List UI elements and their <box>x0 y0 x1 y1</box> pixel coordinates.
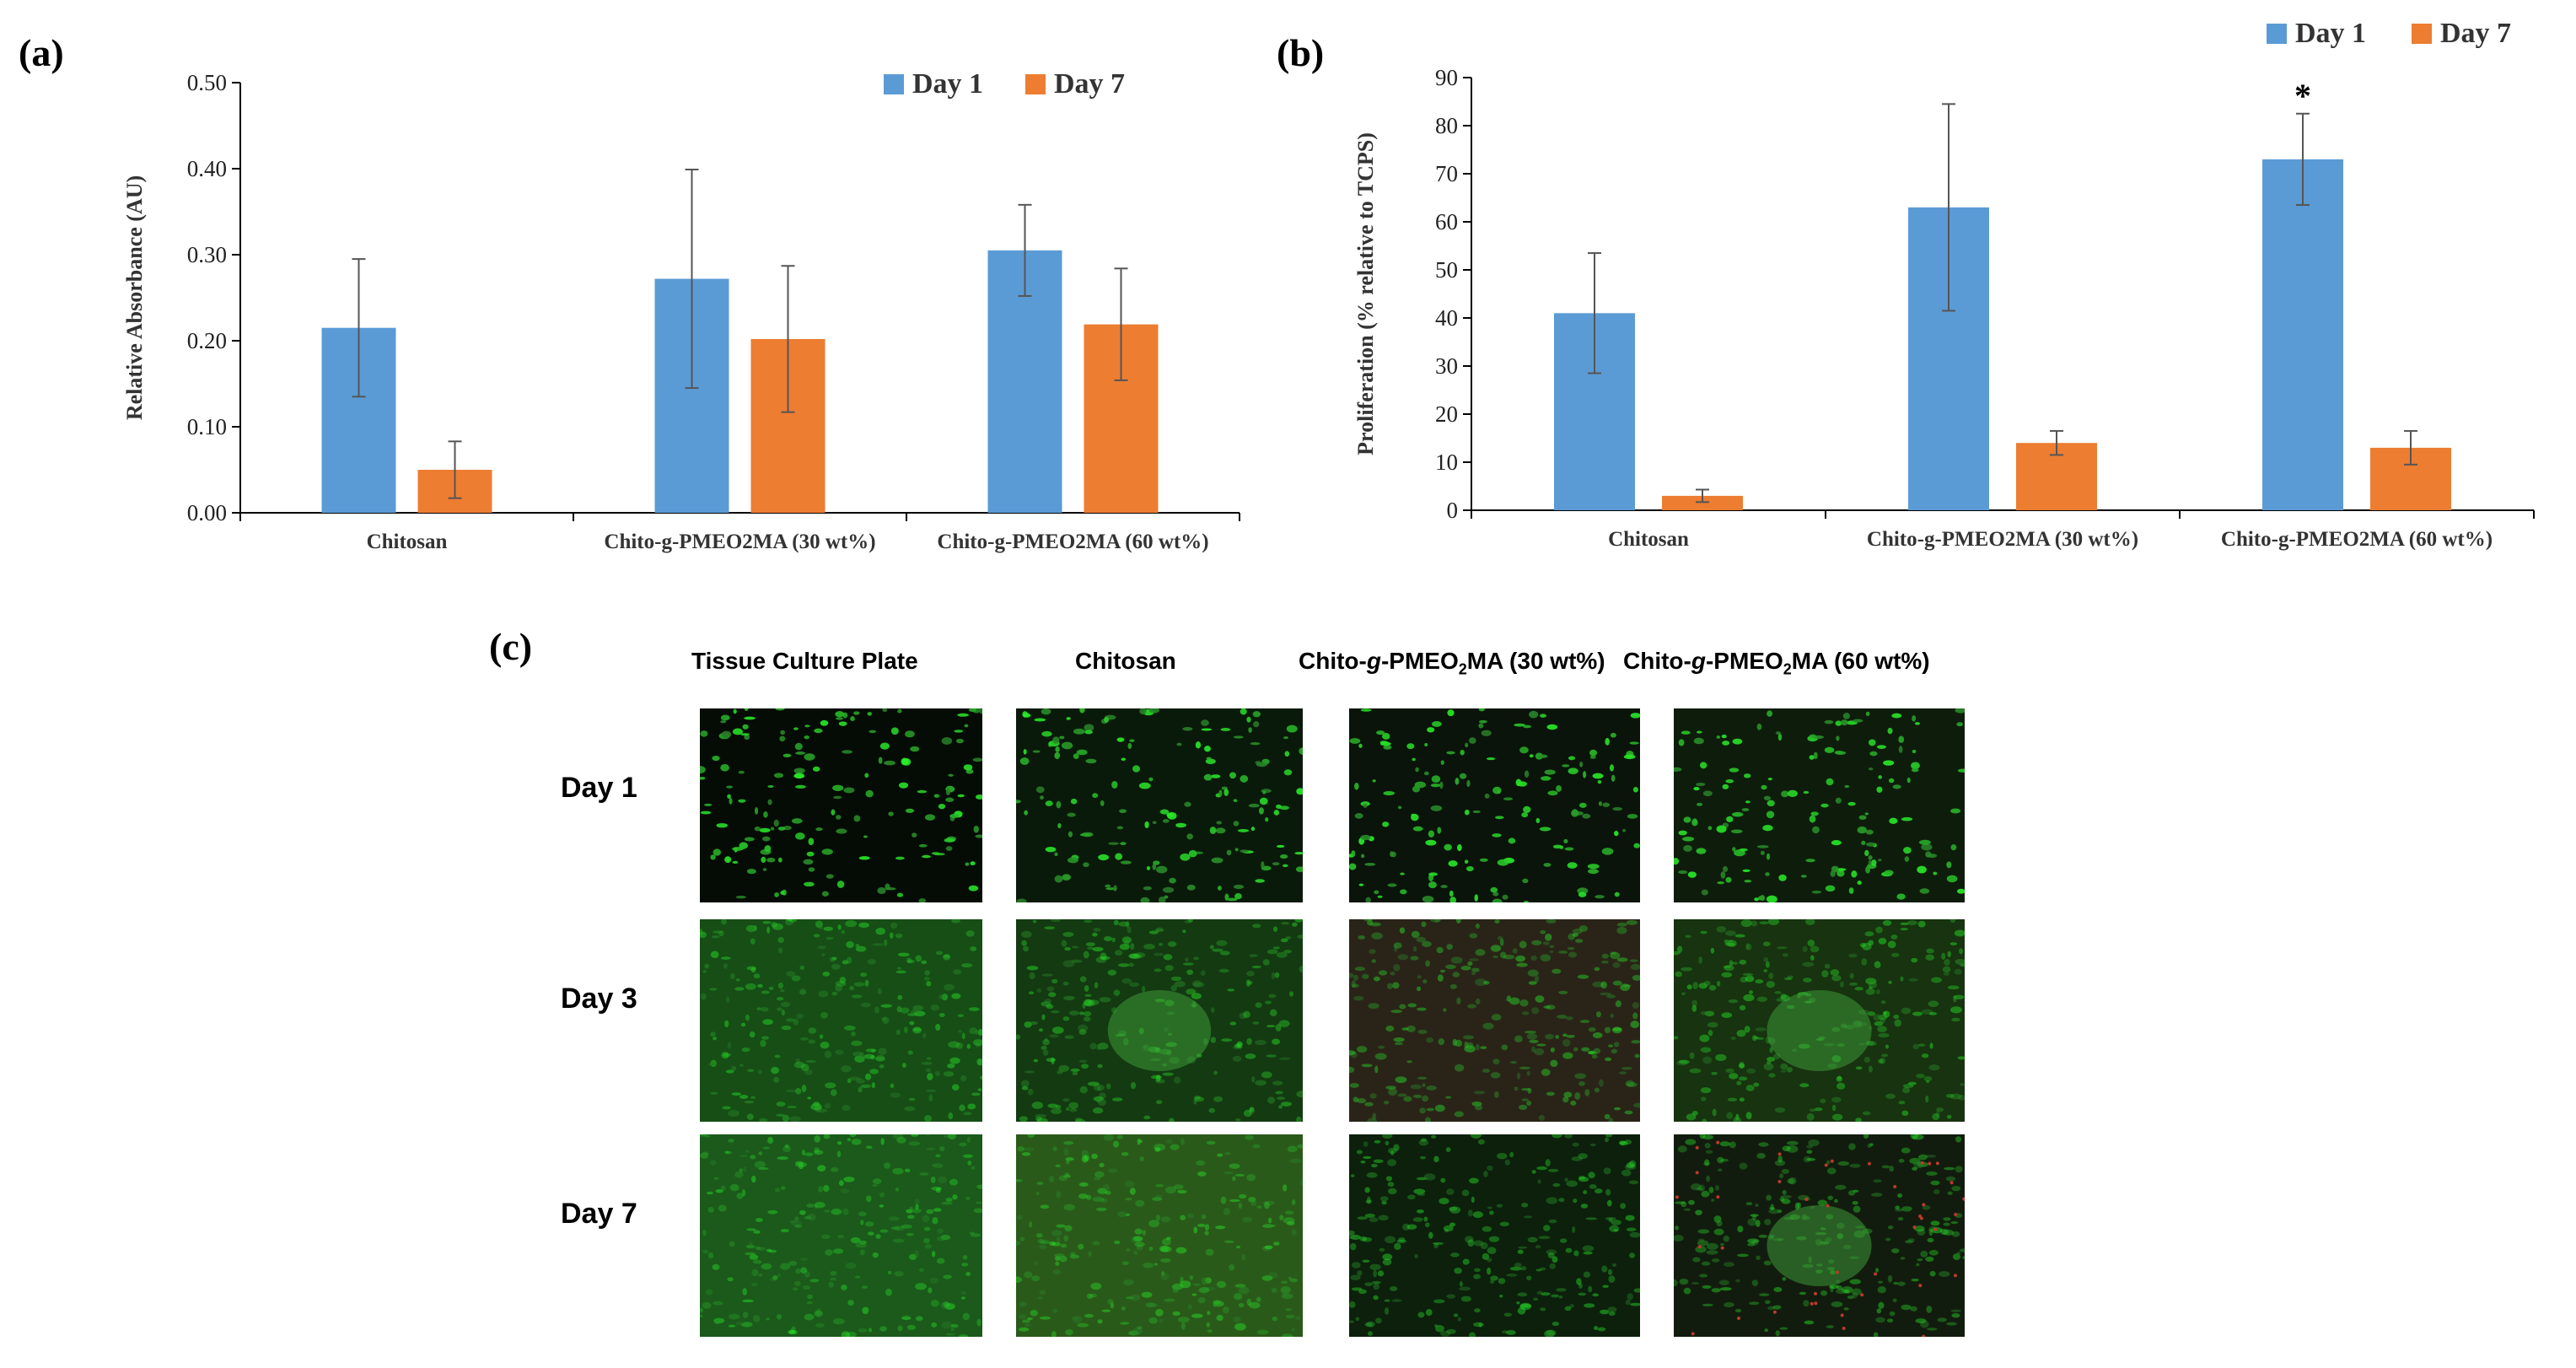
micrograph-tile <box>700 1134 982 1337</box>
micrograph-tile <box>1349 1134 1640 1337</box>
micrograph-image <box>1674 708 1965 902</box>
legend-swatch <box>1025 74 1046 94</box>
y-tick-label: 60 <box>1435 209 1458 234</box>
y-tick-label: 0.20 <box>187 328 227 353</box>
column-header: Chito-g-PMEO2MA (30 wt%) <box>1299 648 1605 678</box>
y-tick-label: 30 <box>1435 353 1458 379</box>
micrograph-image <box>1016 708 1303 902</box>
y-tick-label: 0 <box>1447 498 1459 523</box>
legend-label: Day 7 <box>1054 68 1125 100</box>
micrograph-image <box>1349 708 1640 902</box>
micrograph-tile <box>1674 708 1965 902</box>
micrograph-tile <box>1016 1134 1303 1337</box>
y-tick-label: 0.50 <box>187 70 227 95</box>
row-header: Day 7 <box>561 1198 637 1230</box>
micrograph-tile <box>1349 708 1640 902</box>
y-tick-label: 70 <box>1435 161 1458 186</box>
chart-b: (b) 0 10 20 30 40 50 60 70 80 90 Proliferation (% r… <box>1277 18 2535 551</box>
micrograph-image <box>1674 1134 1965 1337</box>
micrograph-tile <box>1016 919 1303 1122</box>
chart-a: (a) 0.00 0.10 0.20 0.30 0.40 0.50 Relative Abso… <box>19 31 1240 553</box>
y-tick-label: 0.10 <box>187 414 227 439</box>
column-header: Chito-g-PMEO2MA (60 wt%) <box>1623 648 1930 678</box>
y-tick-label: 50 <box>1435 257 1458 283</box>
micrograph-tile <box>1674 1134 1965 1337</box>
legend-swatch <box>2267 24 2287 44</box>
micrograph-image <box>700 919 982 1122</box>
micrograph-image <box>1016 1134 1303 1337</box>
legend-label: Day 7 <box>2440 18 2511 49</box>
micrograph-tile <box>1349 919 1640 1122</box>
y-tick-label: 0.30 <box>187 242 227 267</box>
micrograph-image <box>700 1134 982 1337</box>
y-axis-label: Relative Absorbance (AU) <box>122 175 147 420</box>
micrograph-image <box>1016 919 1303 1122</box>
y-tick-label: 40 <box>1435 305 1458 331</box>
significance-marker: * <box>2294 77 2311 115</box>
legend-label: Day 1 <box>2295 18 2366 49</box>
panel-label-c: (c) <box>489 625 533 668</box>
x-tick-label: Chitosan <box>1608 528 1689 551</box>
x-tick-label: Chito-g-PMEO2MA (60 wt%) <box>2221 528 2493 551</box>
row-header: Day 1 <box>561 772 637 804</box>
x-tick-label: Chito-g-PMEO2MA (60 wt%) <box>937 531 1208 553</box>
x-tick-label: Chito-g-PMEO2MA (30 wt%) <box>1867 528 2138 551</box>
column-header: Tissue Culture Plate <box>691 648 918 674</box>
micrograph-tile <box>1674 919 1965 1122</box>
micrograph-image <box>1349 1134 1640 1337</box>
y-axis-label: Proliferation (% relative to TCPS) <box>1353 132 1378 455</box>
micrograph-image <box>1349 919 1640 1122</box>
y-tick-label: 0.00 <box>187 500 227 525</box>
y-tick-label: 20 <box>1435 401 1458 427</box>
micrograph-image <box>700 708 982 902</box>
micrograph-tile <box>1016 708 1303 902</box>
y-tick-label: 10 <box>1435 450 1458 475</box>
y-tick-label: 90 <box>1435 65 1458 90</box>
micrograph-image <box>1674 919 1965 1122</box>
x-tick-label: Chitosan <box>367 531 448 553</box>
bar <box>2262 159 2343 510</box>
micrograph-tile <box>700 708 982 902</box>
legend-swatch <box>2412 24 2432 44</box>
column-header: Chitosan <box>1075 648 1176 674</box>
micrograph-tile <box>700 919 982 1122</box>
row-header: Day 3 <box>561 983 637 1015</box>
micrograph-panel: (c) Tissue Culture Plate Chitosan Chito-g-… <box>489 624 2007 1366</box>
y-tick-label: 80 <box>1435 113 1458 138</box>
x-tick-label: Chito-g-PMEO2MA (30 wt%) <box>604 531 875 553</box>
legend-label: Day 1 <box>912 68 983 100</box>
y-tick-label: 0.40 <box>187 156 227 181</box>
panel-label: (b) <box>1277 31 1324 74</box>
bar <box>1662 495 1743 510</box>
legend-swatch <box>884 74 904 94</box>
panel-label: (a) <box>19 31 64 74</box>
